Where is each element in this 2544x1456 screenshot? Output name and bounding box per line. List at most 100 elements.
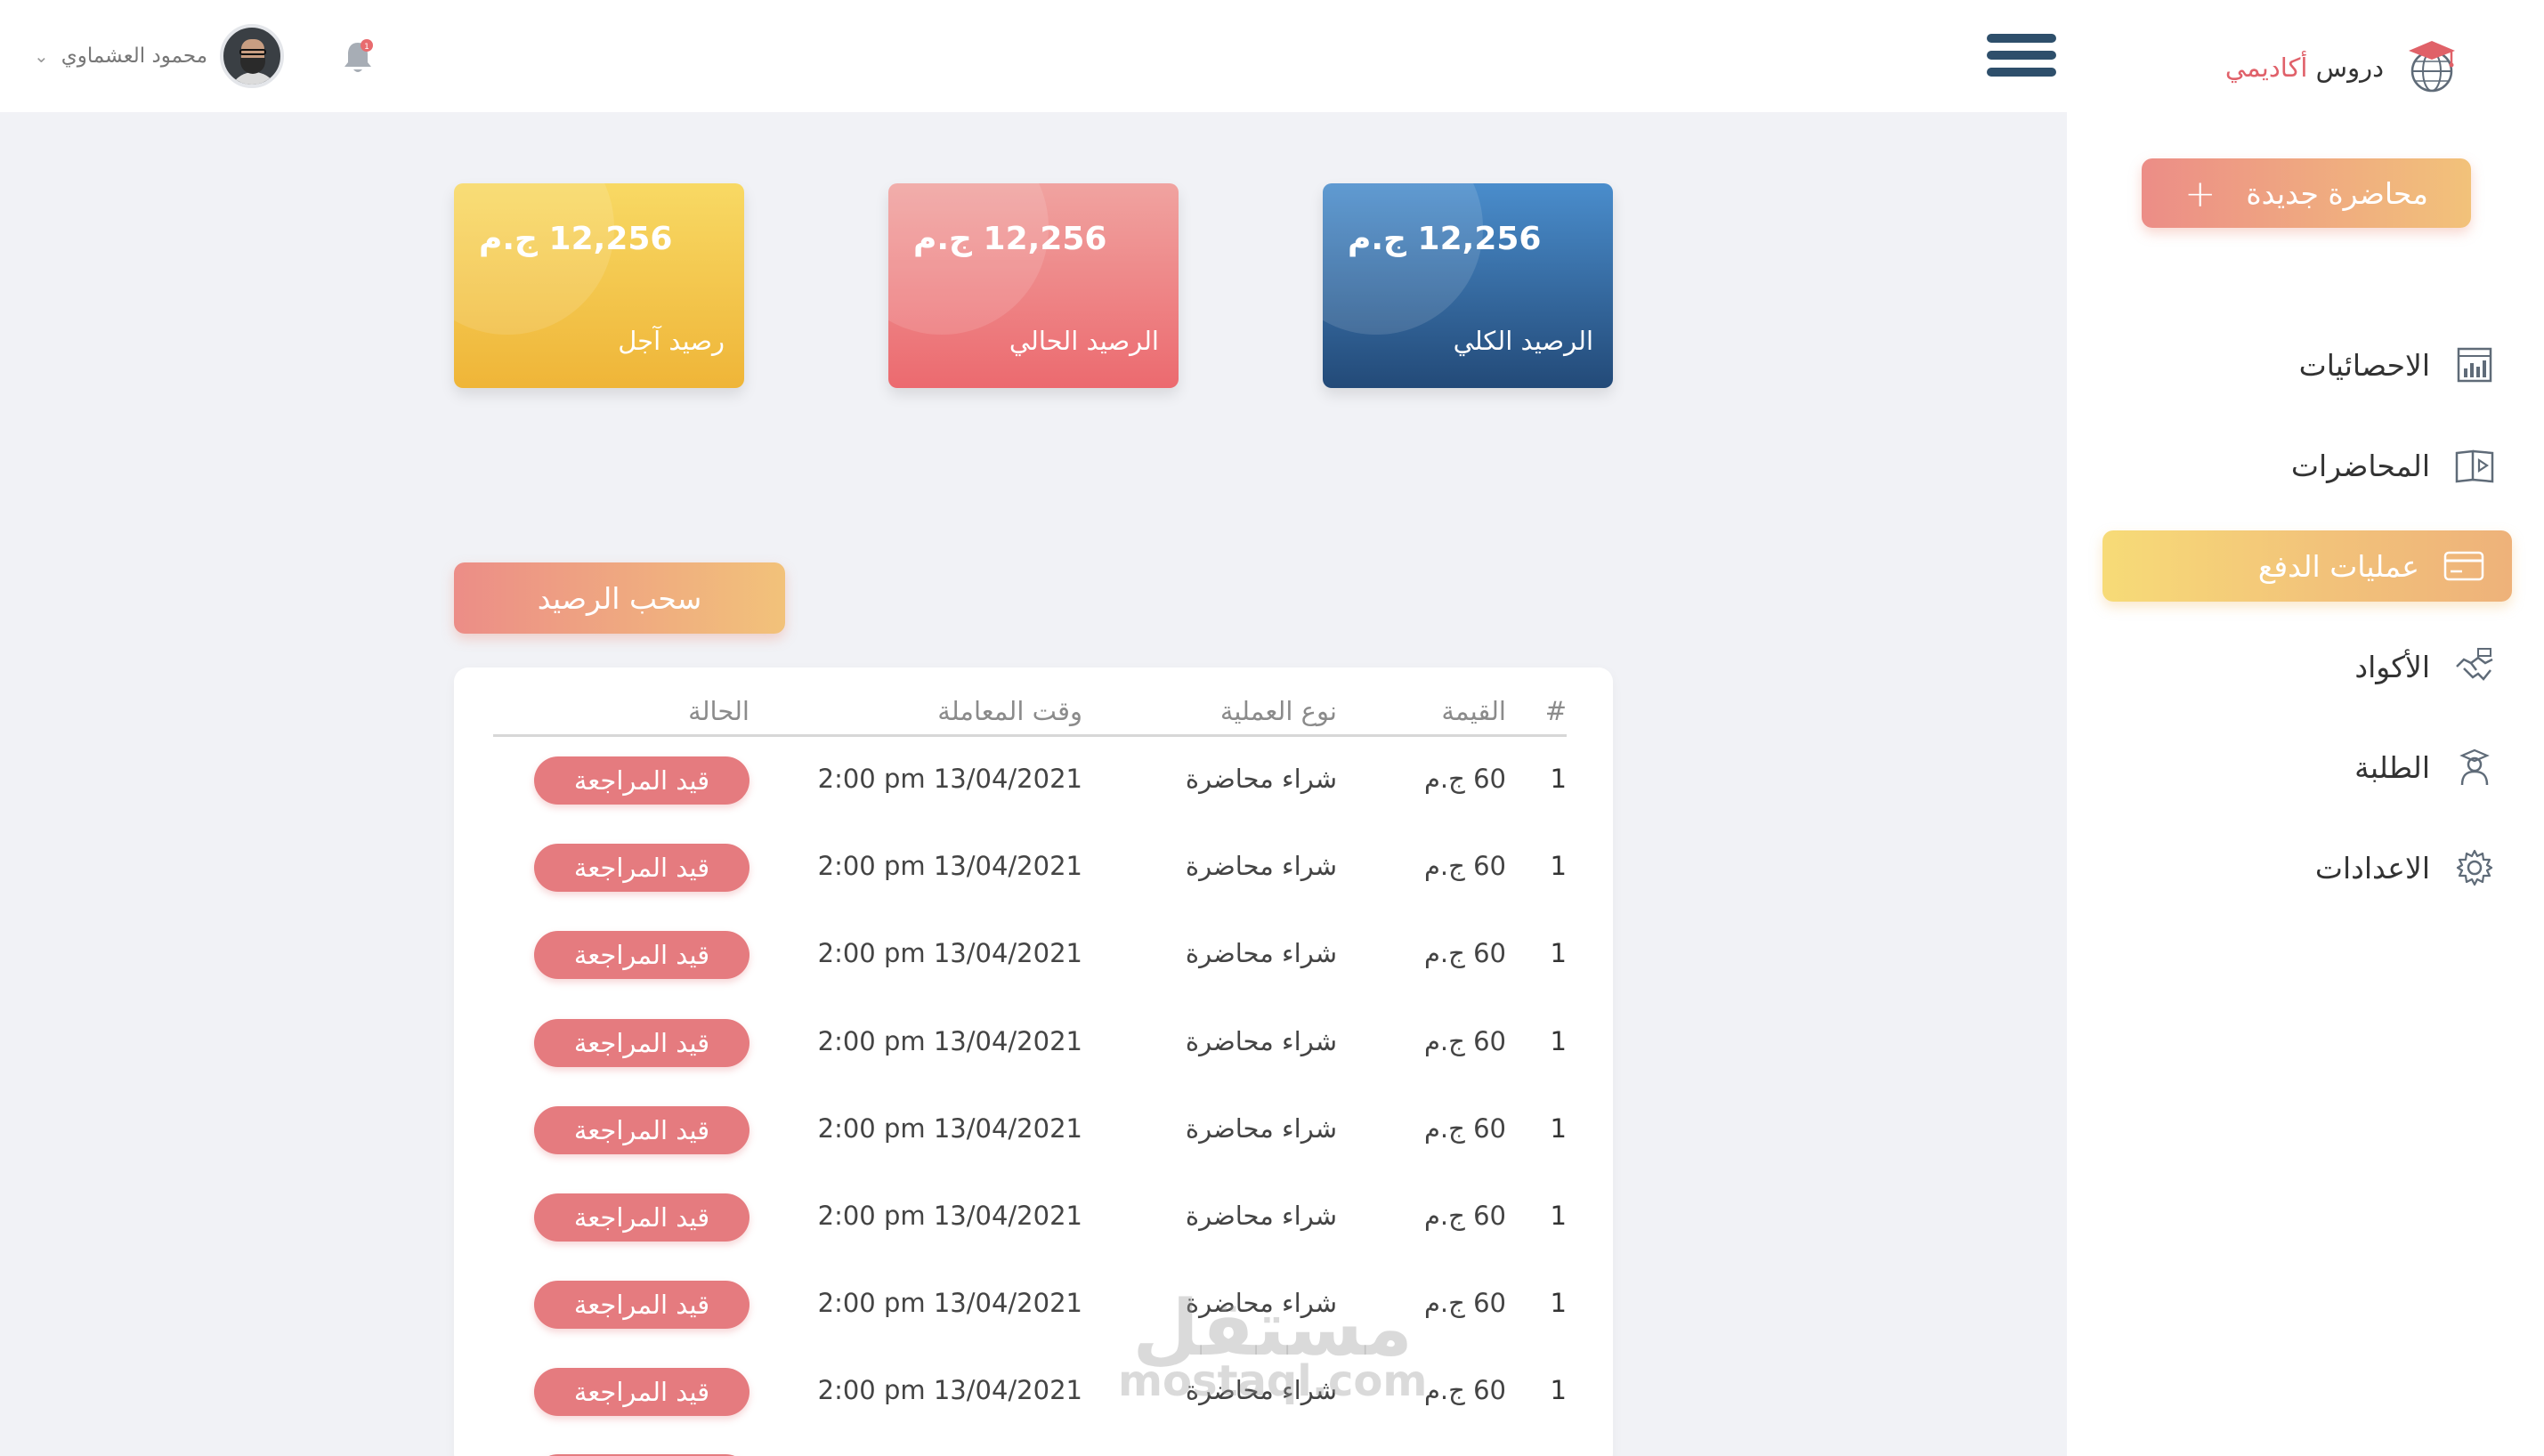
table-row[interactable]: 1 60 ج.م شراء محاضرة 2:00 pm 13/04/2021 … bbox=[493, 915, 1567, 1002]
balance-card-deferred: 12,256 ج.م رصيد آجل bbox=[454, 183, 744, 388]
handshake-codes-icon bbox=[2453, 645, 2496, 688]
top-header: ⌄ محمود العشماوي 1 bbox=[0, 0, 2067, 112]
lecture-book-icon bbox=[2453, 444, 2496, 487]
table-row[interactable]: 1 60 ج.م شراء محاضرة 2:00 pm 13/04/2021 … bbox=[493, 1090, 1567, 1177]
sidebar-item-label: الطلبة bbox=[2354, 749, 2430, 785]
avatar[interactable] bbox=[220, 24, 285, 88]
sidebar-nav: الاحصائيات المحاضرات عمليات الدفع الأكوا… bbox=[2067, 329, 2544, 933]
header-type: نوع العملية bbox=[1219, 696, 1337, 726]
watermark: مستقل mostaql.com bbox=[1118, 1290, 1427, 1403]
row-type: شراء محاضرة bbox=[1185, 938, 1337, 969]
watermark-latin: mostaql.com bbox=[1118, 1356, 1428, 1406]
status-badge: قيد المراجعة bbox=[534, 756, 749, 805]
withdraw-balance-button[interactable]: سحب الرصيد bbox=[454, 562, 785, 634]
menu-toggle-icon[interactable] bbox=[1987, 34, 2056, 80]
row-value: 60 ج.م bbox=[1423, 764, 1506, 794]
status-badge: قيد المراجعة bbox=[534, 844, 749, 893]
row-value: 60 ج.م bbox=[1423, 1025, 1506, 1056]
row-value: 60 ج.م bbox=[1423, 938, 1506, 969]
balance-label: الرصيد الكلي bbox=[1453, 326, 1593, 356]
row-num: 1 bbox=[1550, 938, 1567, 969]
balance-card-total: 12,256 ج.م الرصيد الكلي bbox=[1323, 183, 1613, 388]
notification-count: 1 bbox=[364, 43, 369, 52]
row-type: شراء محاضرة bbox=[1185, 1025, 1337, 1056]
balance-label: الرصيد الحالي bbox=[1009, 326, 1159, 356]
sidebar-item-label: الاعدادات bbox=[2314, 850, 2430, 886]
table-row[interactable]: 1 60 ج.م شراء محاضرة 2:00 pm 13/04/2021 … bbox=[493, 1352, 1567, 1439]
row-num: 1 bbox=[1550, 1375, 1567, 1406]
row-type: شراء محاضرة bbox=[1185, 1200, 1337, 1231]
sidebar-item-codes[interactable]: الأكواد bbox=[2067, 631, 2544, 702]
row-time: 2:00 pm 13/04/2021 bbox=[817, 938, 1082, 969]
new-lecture-label: محاضرة جديدة bbox=[2246, 175, 2428, 211]
sidebar-item-students[interactable]: الطلبة bbox=[2067, 732, 2544, 803]
gear-icon bbox=[2453, 846, 2496, 889]
header-time: وقت المعاملة bbox=[937, 696, 1082, 726]
table-row[interactable]: 1 60 ج.م شراء محاضرة 2:00 pm 13/04/2021 … bbox=[493, 1177, 1567, 1265]
table-header: # القيمة نوع العملية وقت المعاملة الحالة bbox=[493, 696, 1567, 737]
main-content: 12,256 ج.م رصيد آجل 12,256 ج.م الرصيد ال… bbox=[0, 112, 2067, 1456]
credit-card-icon bbox=[2443, 545, 2485, 587]
table-row-partial bbox=[493, 1440, 1567, 1456]
row-value: 60 ج.م bbox=[1423, 1112, 1506, 1144]
balance-amount: 12,256 ج.م bbox=[479, 221, 673, 257]
user-name[interactable]: محمود العشماوي bbox=[61, 44, 208, 68]
transactions-table: # القيمة نوع العملية وقت المعاملة الحالة… bbox=[454, 667, 1613, 1456]
row-time: 2:00 pm 13/04/2021 bbox=[817, 1112, 1082, 1144]
balance-amount: 12,256 ج.م bbox=[1348, 221, 1542, 257]
row-type: شراء محاضرة bbox=[1185, 1112, 1337, 1144]
status-badge: قيد المراجعة bbox=[534, 1018, 749, 1067]
sidebar-item-statistics[interactable]: الاحصائيات bbox=[2067, 329, 2544, 400]
row-time: 2:00 pm 13/04/2021 bbox=[817, 1200, 1082, 1231]
sidebar-item-lectures[interactable]: المحاضرات bbox=[2067, 430, 2544, 501]
sidebar-item-payments[interactable]: عمليات الدفع bbox=[2102, 530, 2512, 602]
row-type: شراء محاضرة bbox=[1185, 851, 1337, 882]
row-type: شراء محاضرة bbox=[1185, 1375, 1337, 1406]
header-value: القيمة bbox=[1441, 696, 1506, 726]
user-menu[interactable]: ⌄ محمود العشماوي bbox=[34, 23, 285, 89]
table-row[interactable]: 1 60 ج.م شراء محاضرة 2:00 pm 13/04/2021 … bbox=[493, 1265, 1567, 1352]
statistics-chart-icon bbox=[2453, 344, 2496, 386]
plus-icon: + bbox=[2184, 171, 2216, 215]
new-lecture-button[interactable]: محاضرة جديدة + bbox=[2142, 158, 2471, 228]
row-value: 60 ج.م bbox=[1423, 1288, 1506, 1319]
header-num: # bbox=[1544, 696, 1567, 726]
table-body: 1 60 ج.م شراء محاضرة 2:00 pm 13/04/2021 … bbox=[493, 740, 1567, 1456]
sidebar-item-label: الأكواد bbox=[2354, 649, 2430, 684]
chevron-down-icon[interactable]: ⌄ bbox=[34, 45, 49, 67]
student-icon bbox=[2453, 746, 2496, 789]
status-badge: قيد المراجعة bbox=[534, 1368, 749, 1417]
table-row[interactable]: 1 60 ج.م شراء محاضرة 2:00 pm 13/04/2021 … bbox=[493, 828, 1567, 915]
row-value: 60 ج.م bbox=[1423, 1200, 1506, 1231]
globe-graduation-cap-icon bbox=[2409, 41, 2455, 93]
sidebar: دروس أكاديمي محاضرة جديدة + الاحصائيات bbox=[2067, 0, 2544, 1456]
row-num: 1 bbox=[1550, 1200, 1567, 1231]
row-value: 60 ج.م bbox=[1423, 851, 1506, 882]
status-badge: قيد المراجعة bbox=[534, 931, 749, 980]
status-badge: قيد المراجعة bbox=[534, 1281, 749, 1330]
row-num: 1 bbox=[1550, 1025, 1567, 1056]
row-value: 60 ج.م bbox=[1423, 1375, 1506, 1406]
status-badge: قيد المراجعة bbox=[534, 1105, 749, 1154]
table-row[interactable]: 1 60 ج.م شراء محاضرة 2:00 pm 13/04/2021 … bbox=[493, 740, 1567, 828]
sidebar-item-settings[interactable]: الاعدادات bbox=[2067, 832, 2544, 903]
row-type: شراء محاضرة bbox=[1185, 1288, 1337, 1319]
row-type: شراء محاضرة bbox=[1185, 764, 1337, 794]
header-status: الحالة bbox=[688, 696, 749, 726]
row-time: 2:00 pm 13/04/2021 bbox=[817, 851, 1082, 882]
balance-amount: 12,256 ج.م bbox=[913, 221, 1107, 257]
row-num: 1 bbox=[1550, 851, 1567, 882]
table-row[interactable]: 1 60 ج.م شراء محاضرة 2:00 pm 13/04/2021 … bbox=[493, 1003, 1567, 1090]
logo[interactable]: دروس أكاديمي bbox=[2225, 36, 2464, 100]
notification-bell-icon[interactable]: 1 bbox=[340, 37, 376, 77]
balance-label: رصيد آجل bbox=[618, 326, 725, 356]
status-badge bbox=[534, 1453, 749, 1456]
sidebar-item-label: المحاضرات bbox=[2290, 448, 2430, 483]
row-time: 2:00 pm 13/04/2021 bbox=[817, 1288, 1082, 1319]
row-num: 1 bbox=[1550, 764, 1567, 794]
balance-card-current: 12,256 ج.م الرصيد الحالي bbox=[888, 183, 1179, 388]
row-num: 1 bbox=[1550, 1288, 1567, 1319]
watermark-arabic: مستقل bbox=[1132, 1284, 1413, 1373]
logo-text-primary: دروس bbox=[2315, 53, 2384, 83]
sidebar-item-label: عمليات الدفع bbox=[2257, 548, 2419, 584]
